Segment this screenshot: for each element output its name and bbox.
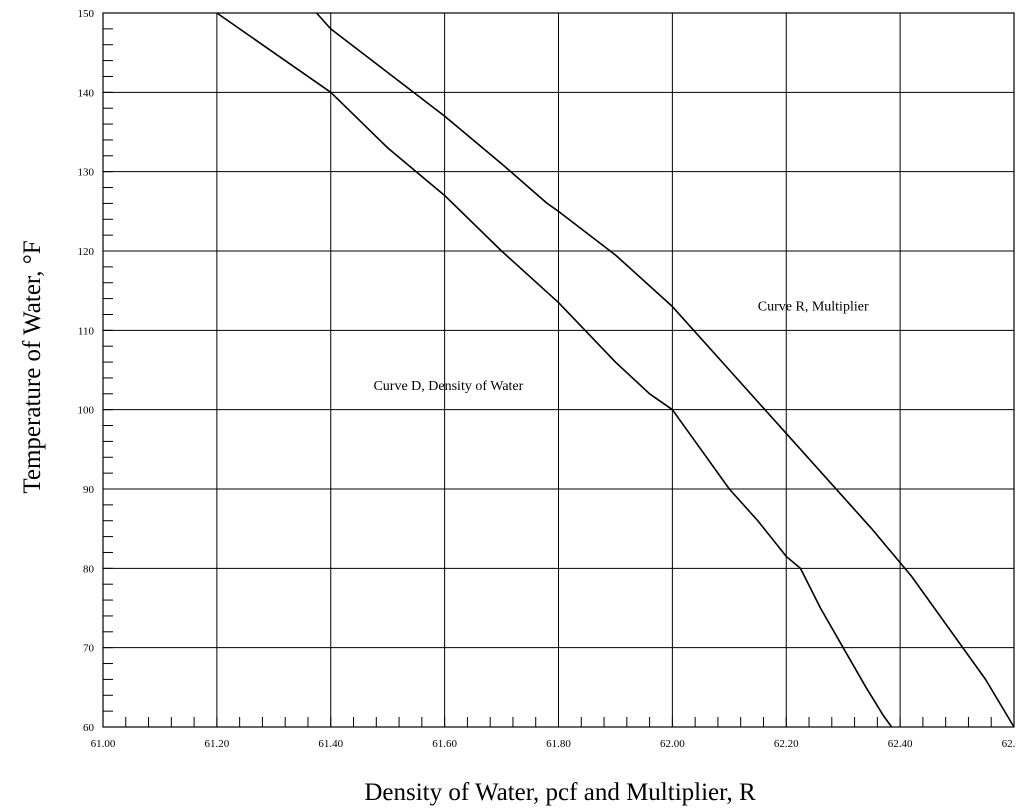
x-tick-label: 62.60 — [1002, 738, 1016, 750]
y-tick-label: 150 — [78, 8, 95, 20]
curve-r-line — [315, 12, 1015, 728]
curve-d-line — [216, 12, 893, 728]
x-tick-label: 61.40 — [318, 738, 343, 750]
y-tick-label: 80 — [83, 563, 95, 575]
y-axis-title: Temperature of Water, °F — [19, 240, 46, 493]
y-tick-label: 110 — [78, 325, 95, 337]
y-tick-label: 130 — [78, 167, 95, 179]
series-group — [216, 12, 1015, 728]
grid — [102, 12, 1015, 728]
x-tick-label: 61.80 — [546, 738, 571, 750]
x-tick-label: 62.00 — [660, 738, 685, 750]
x-tick-label: 62.20 — [774, 738, 799, 750]
curve-r-label: Curve R, Multiplier — [758, 300, 869, 315]
x-tick-label: 62.40 — [888, 738, 913, 750]
x-tick-labels: 61.00 61.20 61.40 61.60 61.80 62.00 62.20 62.40… — [91, 738, 1016, 750]
y-tick-label: 70 — [83, 643, 95, 655]
y-tick-label: 60 — [83, 722, 95, 734]
x-tick-label: 61.60 — [432, 738, 457, 750]
y-tick-label: 140 — [78, 87, 95, 99]
x-tick-label: 61.00 — [91, 738, 116, 750]
y-tick-label: 100 — [78, 405, 95, 417]
y-tick-labels: 60 70 80 90 100 110 120 130 140 150 — [78, 8, 95, 734]
plot-frame — [102, 12, 1015, 728]
x-axis-title: Density of Water, pcf and Multiplier, R — [364, 779, 756, 806]
curve-d-label: Curve D, Density of Water — [373, 379, 523, 394]
y-tick-label: 90 — [83, 484, 95, 496]
x-tick-label: 61.20 — [205, 738, 230, 750]
y-tick-label: 120 — [78, 246, 95, 258]
annotations: Curve R, Multiplier Curve D, Density of W… — [373, 300, 868, 394]
